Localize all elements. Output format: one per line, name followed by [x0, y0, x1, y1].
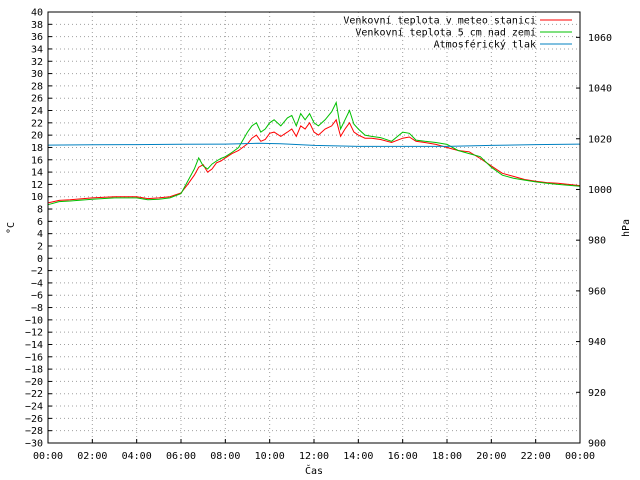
x-tick-label: 20:00: [476, 451, 506, 462]
y2-tick-label: 940: [588, 337, 606, 348]
y-axis-right: 900 920 940 960 980 1000 1020 1040 1060: [576, 33, 612, 450]
x-tick-label: 10:00: [255, 451, 285, 462]
y2-tick-label: 920: [588, 388, 606, 399]
y-tick-label: 4: [37, 229, 43, 240]
y-tick-label: 36: [31, 32, 43, 43]
y-tick-label: −18: [25, 365, 43, 376]
y-tick-label: −2: [31, 266, 43, 277]
x-tick-label: 18:00: [432, 451, 462, 462]
y-tick-label: −14: [25, 340, 43, 351]
y-tick-label: 16: [31, 155, 43, 166]
y2-tick-label: 1060: [588, 33, 612, 44]
y-tick-label: 28: [31, 81, 43, 92]
x-tick-label: 02:00: [77, 451, 107, 462]
x-tick-label: 06:00: [166, 451, 196, 462]
y-tick-label: 12: [31, 180, 43, 191]
y-tick-label: 14: [31, 168, 43, 179]
y-tick-label: 34: [31, 44, 43, 55]
y-tick-label: 24: [31, 106, 43, 117]
y-tick-label: 18: [31, 143, 43, 154]
y-tick-label: −4: [31, 278, 43, 289]
y2-tick-label: 1000: [588, 185, 612, 196]
y-tick-label: −24: [25, 402, 43, 413]
y-tick-label: 38: [31, 20, 43, 31]
y-tick-label: 26: [31, 94, 43, 105]
y2-tick-label: 1040: [588, 84, 612, 95]
x-tick-label: 00:00: [33, 451, 63, 462]
legend-label: Atmosférický tlak: [434, 39, 536, 51]
y-tick-label: 22: [31, 118, 43, 129]
y-tick-label: 32: [31, 57, 43, 68]
y-tick-label: 2: [37, 241, 43, 252]
x-axis-label: Čas: [305, 464, 323, 477]
x-tick-label: 08:00: [210, 451, 240, 462]
x-tick-label: 16:00: [388, 451, 418, 462]
x-tick-label: 04:00: [122, 451, 152, 462]
y-tick-label: −8: [31, 303, 43, 314]
y-tick-label: −30: [25, 439, 43, 450]
series-line: [47, 142, 581, 147]
y-tick-label: 8: [37, 205, 43, 216]
x-tick-label: 14:00: [343, 451, 373, 462]
y-tick-label: −16: [25, 352, 43, 363]
series-line: [47, 118, 581, 204]
x-tick-label: 00:00: [565, 451, 595, 462]
legend-label: Venkovní teplota 5 cm nad zemí: [355, 27, 536, 39]
y2-axis-label: hPa: [621, 219, 632, 237]
y-tick-label: −26: [25, 414, 43, 425]
y-tick-label: 30: [31, 69, 43, 80]
y-tick-label: −10: [25, 315, 43, 326]
y2-tick-label: 960: [588, 286, 606, 297]
y-tick-label: −22: [25, 389, 43, 400]
y2-tick-label: 980: [588, 236, 606, 247]
x-tick-label: 22:00: [521, 451, 551, 462]
y-tick-label: −28: [25, 426, 43, 437]
series-line: [47, 100, 581, 206]
y2-tick-label: 1020: [588, 134, 612, 145]
grid: [48, 12, 580, 443]
legend: Venkovní teplota v meteo staniciVenkovní…: [343, 15, 572, 51]
y-tick-label: 40: [31, 8, 43, 19]
y-tick-label: 0: [37, 254, 43, 265]
series: [47, 100, 581, 206]
plot-frame: [47, 11, 581, 444]
y-axis-label: °C: [6, 222, 17, 234]
x-tick-label: 12:00: [299, 451, 329, 462]
y-axis-left: −30−28−26−24−22−20−18−16−14−12−10−8−6−4−…: [25, 8, 52, 450]
y-tick-label: 10: [31, 192, 43, 203]
y2-tick-label: 900: [588, 439, 606, 450]
y-tick-label: −20: [25, 377, 43, 388]
y-tick-label: 6: [37, 217, 43, 228]
y-tick-label: 20: [31, 131, 43, 142]
x-axis: 00:00 02:00 04:00 06:00 08:00 10:00 12:00 14:00…: [33, 439, 595, 462]
y-tick-label: −12: [25, 328, 43, 339]
y-tick-label: −6: [31, 291, 43, 302]
legend-label: Venkovní teplota v meteo stanici: [343, 15, 536, 27]
